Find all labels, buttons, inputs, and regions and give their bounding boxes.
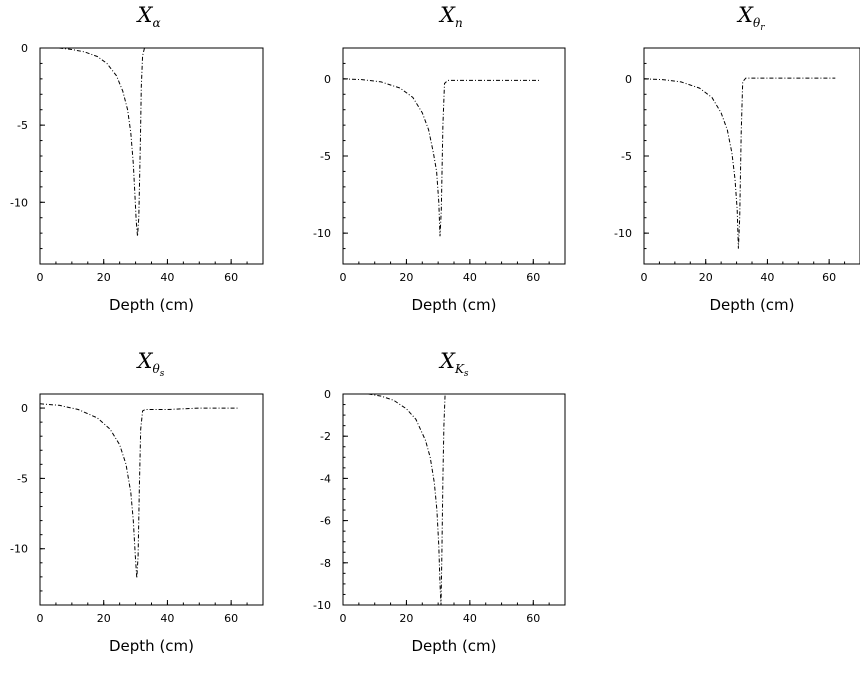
panel-3-title: Xθr	[736, 3, 765, 33]
panel-1-xlabel: Depth (cm)	[109, 296, 194, 314]
panel-4-ytick-label: -5	[17, 472, 28, 485]
panel-3-ytick-label: -5	[621, 150, 632, 163]
panel-1-ytick-label: -5	[17, 119, 28, 132]
panel-4: Xθs 0 20 40 60 0 -5 -10 Depth (cm)	[10, 349, 264, 655]
panel-5-xtick-label: 0	[340, 612, 347, 625]
panel-5-ytick-label: -10	[313, 599, 331, 612]
panel-5-xlabel: Depth (cm)	[411, 637, 496, 655]
panel-3-xtick-label: 20	[699, 271, 713, 284]
panel-3-xtick-label: 0	[641, 271, 648, 284]
panel-2-ytick-label: -10	[313, 227, 331, 240]
panel-5-xtick-label: 20	[399, 612, 413, 625]
panel-2-xtick-label: 60	[526, 271, 540, 284]
panel-2-xtick-label: 20	[399, 271, 413, 284]
panel-5-ytick-label: -6	[320, 515, 331, 528]
panel-2-ytick-label: 0	[324, 73, 331, 86]
panel-3-frame	[643, 47, 860, 265]
panel-3-title-subscript: θ	[753, 16, 761, 30]
panel-2-xtick-label: 0	[340, 271, 347, 284]
panel-4-ytick-label: 0	[21, 402, 28, 415]
panel-5-ytick-label: -8	[320, 557, 331, 570]
panel-2: Xn 0 20 40 60 0 -5 -10 Depth (cm)	[313, 3, 566, 314]
panel-1-xtick-label: 60	[224, 271, 238, 284]
panel-1-ytick-label: -10	[10, 196, 28, 209]
panel-2-title-subscript: n	[455, 16, 463, 30]
panel-3-xtick-label: 60	[822, 271, 836, 284]
panel-5-title-sub-subscript: s	[464, 369, 469, 379]
panel-5-title: XKs	[438, 349, 469, 379]
panel-2-xtick-label: 40	[463, 271, 477, 284]
panel-1-title-subscript: α	[152, 16, 160, 30]
panel-3: Xθr 0 20 40 60 0 -5 -10 Depth (cm)	[614, 3, 860, 314]
panel-4-frame	[39, 393, 264, 606]
panel-2-xlabel: Depth (cm)	[411, 296, 496, 314]
panel-5: XKs 0 20 40 60 0 -2 -4 -6 -8 -10 Depth (cm)	[313, 349, 566, 655]
panel-3-series-line	[643, 77, 836, 249]
panel-1-ytick-label: 0	[21, 42, 28, 55]
panel-5-ytick-label: -4	[320, 472, 331, 485]
panel-4-xtick-label: 0	[37, 612, 44, 625]
panel-4-title: Xθs	[136, 349, 165, 379]
panel-5-ytick-label: 0	[324, 388, 331, 401]
panel-5-frame	[342, 393, 566, 606]
panel-5-xtick-label: 60	[526, 612, 540, 625]
panel-3-xtick-label: 40	[760, 271, 774, 284]
panel-1-xtick-label: 40	[160, 271, 174, 284]
panel-4-ytick-label: -10	[10, 543, 28, 556]
panel-5-xtick-label: 40	[463, 612, 477, 625]
panel-1: Xα 0 20 40 60 0 -5 -10 Depth (cm)	[10, 3, 264, 314]
panel-1-title: Xα	[136, 3, 161, 30]
panel-4-xtick-label: 40	[160, 612, 174, 625]
panel-3-title-sub-subscript: r	[760, 23, 765, 33]
panel-4-title-sub-subscript: s	[160, 369, 165, 379]
panel-1-frame	[39, 47, 264, 265]
panel-4-title-subscript: θ	[152, 362, 160, 376]
panel-2-series-line	[342, 78, 540, 237]
panel-3-xlabel: Depth (cm)	[709, 296, 794, 314]
panel-4-series-line	[39, 403, 238, 579]
panel-4-xtick-label: 20	[97, 612, 111, 625]
panel-3-ytick-label: -10	[614, 227, 632, 240]
panel-1-series-line	[59, 47, 145, 237]
panel-3-ytick-label: 0	[625, 73, 632, 86]
panel-1-xtick-label: 0	[37, 271, 44, 284]
panel-4-xtick-label: 60	[224, 612, 238, 625]
panel-5-ytick-label: -2	[320, 430, 331, 443]
panel-5-title-subscript: K	[454, 362, 465, 376]
panel-4-xlabel: Depth (cm)	[109, 637, 194, 655]
panel-2-ytick-label: -5	[320, 150, 331, 163]
panel-5-series-line	[368, 393, 446, 606]
panel-1-xtick-label: 20	[97, 271, 111, 284]
panel-2-title: Xn	[438, 3, 463, 30]
